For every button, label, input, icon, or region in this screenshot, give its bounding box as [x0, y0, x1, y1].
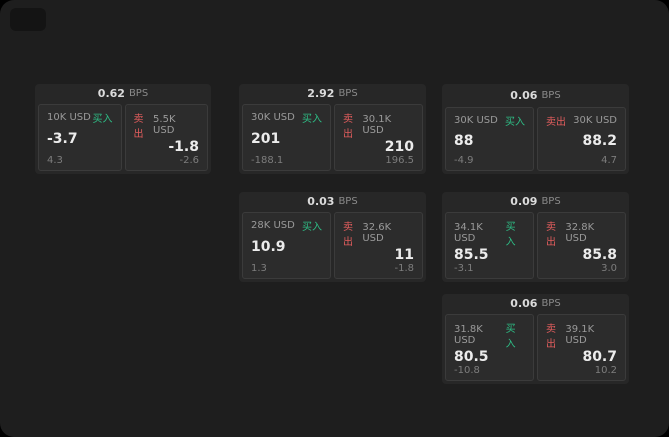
quote-body: 30K USD 买入 88 -4.9 卖出 30K USD 88.2 4.7 — [442, 107, 629, 174]
menu-button[interactable] — [10, 8, 46, 31]
sell-amount: 30K USD — [573, 115, 617, 126]
sell-amount: 30.1K USD — [362, 113, 392, 136]
spread-value: 0.03 — [307, 195, 335, 209]
sell-sub-value: 4.7 — [601, 154, 617, 166]
spread-unit: BPS — [338, 88, 358, 100]
buy-label: 买入 — [505, 117, 525, 128]
sell-label: 卖出 — [546, 323, 556, 350]
buy-panel[interactable]: 30K USD 买入 201 -188.1 — [242, 103, 331, 171]
sell-label: 卖出 — [343, 113, 353, 140]
sell-panel[interactable]: 卖出 32.6K USD 11 -1.8 — [334, 211, 423, 279]
spread-unit: BPS — [541, 196, 561, 208]
sell-amount: 5.5K USD — [153, 113, 176, 136]
buy-amount: 31.8K USD — [454, 323, 483, 346]
spread-unit: BPS — [338, 196, 358, 208]
sell-label: 卖出 — [343, 221, 353, 248]
spread-value: 0.06 — [510, 89, 538, 102]
spread-unit: BPS — [541, 90, 561, 101]
sell-price: 88.2 — [582, 132, 617, 149]
sell-price: 11 — [394, 246, 414, 263]
spread-header: 0.09 BPS — [442, 192, 629, 212]
spread-unit: BPS — [541, 298, 561, 310]
sell-sub-value: 196.5 — [385, 155, 414, 166]
quote-card: 0.06 BPS 30K USD 买入 88 -4.9 卖出 30K USD 8… — [442, 84, 629, 174]
buy-sub-value: -10.8 — [454, 365, 480, 376]
sell-amount: 39.1K USD — [565, 323, 595, 346]
buy-amount: 10K USD — [47, 111, 91, 123]
quote-body: 28K USD 买入 10.9 1.3 卖出 32.6K USD 11 -1.8 — [239, 211, 426, 282]
spread-value: 0.06 — [510, 297, 538, 311]
sell-price: -1.8 — [168, 138, 199, 155]
spread-header: 0.06 BPS — [442, 84, 629, 107]
buy-label: 买入 — [92, 113, 113, 125]
buy-label: 买入 — [505, 221, 516, 248]
buy-amount: 30K USD — [454, 115, 498, 126]
buy-price: 85.5 — [454, 246, 489, 263]
buy-panel[interactable]: 28K USD 买入 10.9 1.3 — [242, 211, 331, 279]
quote-card: 0.03 BPS 28K USD 买入 10.9 1.3 卖出 32.6K US… — [239, 192, 426, 282]
buy-sub-value: 4.3 — [47, 155, 63, 166]
spread-value: 2.92 — [307, 87, 335, 101]
buy-label: 买入 — [302, 113, 322, 125]
sell-panel[interactable]: 卖出 30K USD 88.2 4.7 — [537, 107, 626, 171]
buy-panel[interactable]: 31.8K USD 买入 80.5 -10.8 — [445, 313, 534, 381]
sell-sub-value: -2.6 — [179, 155, 199, 166]
sell-amount: 32.6K USD — [362, 221, 392, 244]
quote-card: 0.09 BPS 34.1K USD 买入 85.5 -3.1 卖出 32.8K… — [442, 192, 629, 282]
buy-label: 买入 — [302, 221, 322, 233]
buy-price: 201 — [251, 131, 281, 148]
sell-label: 卖出 — [133, 113, 144, 140]
buy-panel[interactable]: 34.1K USD 买入 85.5 -3.1 — [445, 211, 534, 279]
sell-panel[interactable]: 卖出 39.1K USD 80.7 10.2 — [537, 313, 626, 381]
buy-sub-value: -188.1 — [251, 155, 284, 166]
buy-sub-value: 1.3 — [251, 263, 267, 274]
buy-sub-value: -4.9 — [454, 154, 474, 166]
buy-amount: 30K USD — [251, 111, 295, 123]
sell-label: 卖出 — [546, 221, 556, 248]
quote-body: 10K USD 买入 -3.7 4.3 卖出 5.5K USD -1.8 -2.… — [35, 103, 211, 174]
sell-label: 卖出 — [546, 117, 566, 128]
spread-unit: BPS — [128, 88, 149, 100]
buy-price: 80.5 — [454, 348, 489, 365]
buy-price: -3.7 — [47, 131, 78, 148]
sell-sub-value: -1.8 — [394, 263, 414, 274]
spread-header: 0.03 BPS — [239, 192, 426, 212]
sell-panel[interactable]: 卖出 5.5K USD -1.8 -2.6 — [124, 103, 208, 171]
quote-card: 2.92 BPS 30K USD 买入 201 -188.1 卖出 30.1K … — [239, 84, 426, 174]
sell-panel[interactable]: 卖出 32.8K USD 85.8 3.0 — [537, 211, 626, 279]
buy-panel[interactable]: 10K USD 买入 -3.7 4.3 — [38, 103, 122, 171]
sell-sub-value: 10.2 — [594, 365, 617, 376]
quote-body: 30K USD 买入 201 -188.1 卖出 30.1K USD 210 1… — [239, 103, 426, 174]
buy-price: 10.9 — [251, 239, 286, 256]
buy-panel[interactable]: 30K USD 买入 88 -4.9 — [445, 107, 534, 171]
quote-card: 0.62 BPS 10K USD 买入 -3.7 4.3 卖出 5.5K USD… — [35, 84, 211, 174]
buy-amount: 34.1K USD — [454, 221, 483, 244]
buy-amount: 28K USD — [251, 219, 295, 231]
quote-body: 34.1K USD 买入 85.5 -3.1 卖出 32.8K USD 85.8… — [442, 211, 629, 282]
quote-card: 0.06 BPS 31.8K USD 买入 80.5 -10.8 卖出 39.1… — [442, 294, 629, 384]
sell-price: 85.8 — [582, 246, 617, 263]
sell-sub-value: 3.0 — [601, 263, 617, 274]
spread-header: 0.06 BPS — [442, 294, 629, 314]
sell-price: 80.7 — [582, 348, 617, 365]
buy-sub-value: -3.1 — [454, 263, 474, 274]
spread-header: 0.62 BPS — [35, 84, 211, 104]
sell-price: 210 — [384, 138, 414, 155]
spread-header: 2.92 BPS — [239, 84, 426, 104]
sell-amount: 32.8K USD — [565, 221, 595, 244]
buy-label: 买入 — [505, 323, 516, 350]
sell-panel[interactable]: 卖出 30.1K USD 210 196.5 — [334, 103, 423, 171]
spread-value: 0.62 — [97, 87, 125, 101]
spread-value: 0.09 — [510, 195, 538, 209]
buy-price: 88 — [454, 132, 474, 149]
quote-body: 31.8K USD 买入 80.5 -10.8 卖出 39.1K USD 80.… — [442, 313, 629, 384]
